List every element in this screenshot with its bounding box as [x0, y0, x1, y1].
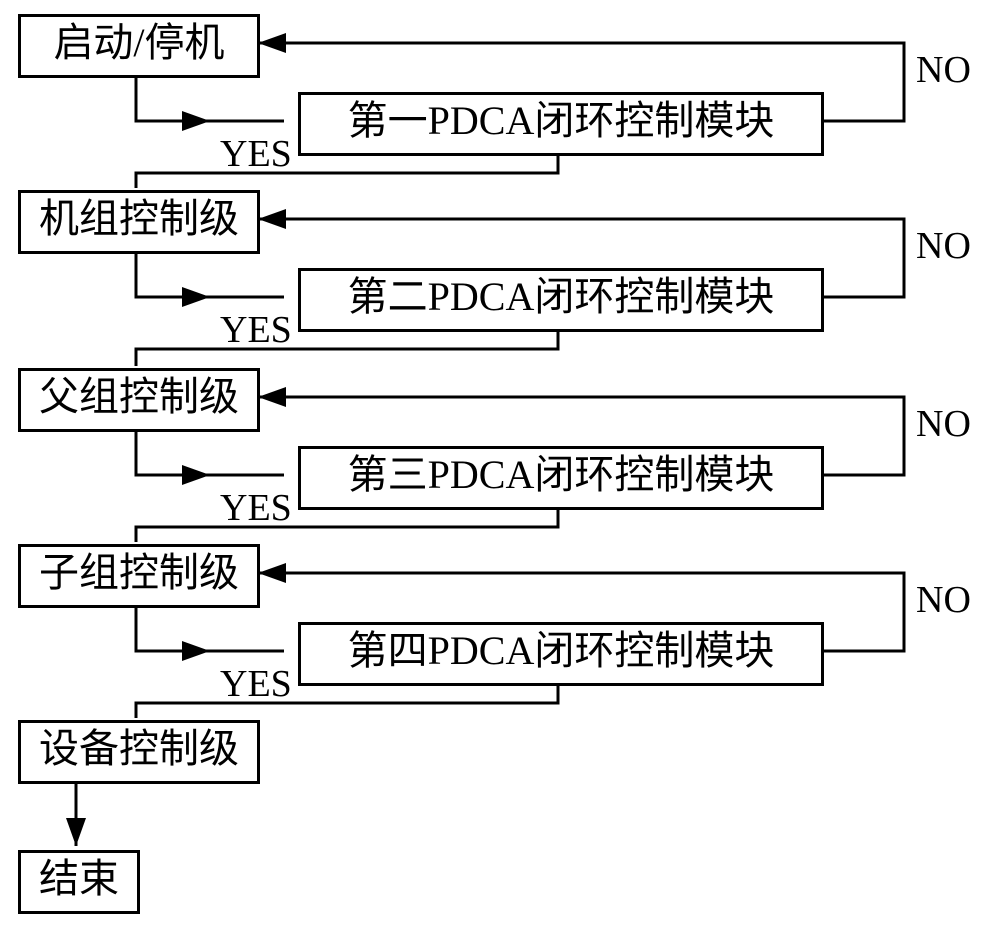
- arrows-layer: [0, 0, 1000, 928]
